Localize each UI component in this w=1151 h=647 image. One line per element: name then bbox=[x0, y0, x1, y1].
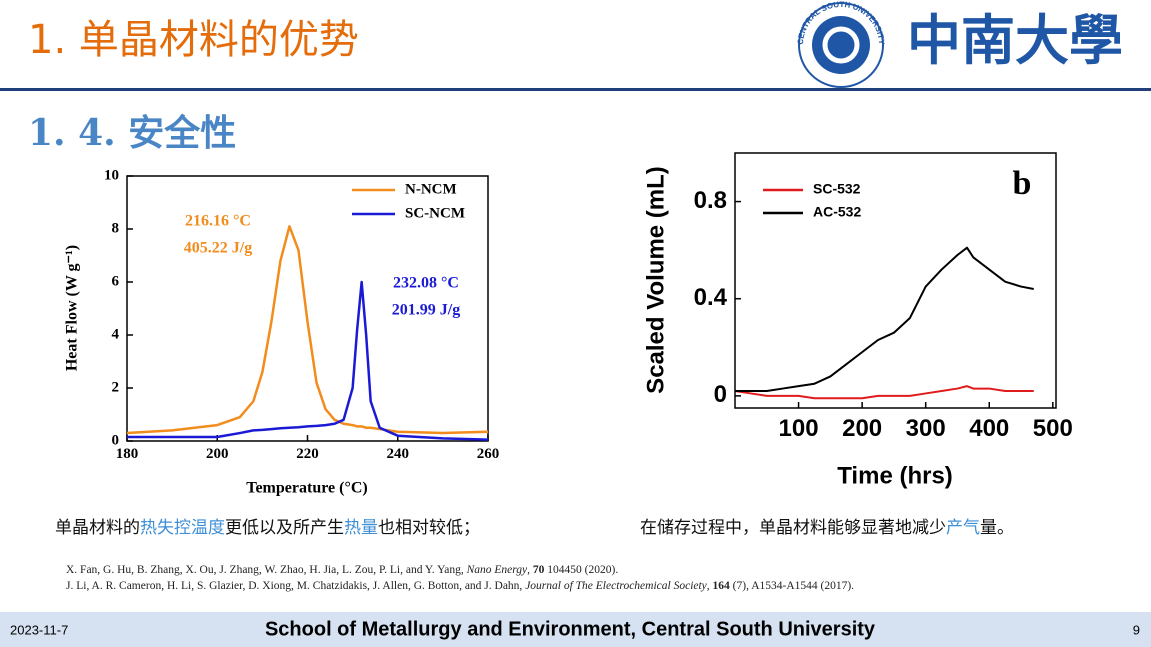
data-line bbox=[735, 246, 1034, 392]
ref-volume: 164 bbox=[712, 580, 730, 592]
x-tick-label: 220 bbox=[296, 446, 319, 462]
annotation: 216.16 °C bbox=[185, 213, 251, 230]
caption: 单晶材料的热失控温度更低以及所产生热量也相对较低； bbox=[55, 513, 480, 538]
x-tick-label: 260 bbox=[477, 446, 500, 462]
caption-text: 量。 bbox=[980, 518, 1014, 538]
y-tick-label: 0.8 bbox=[694, 187, 727, 214]
legend-label: N-NCM bbox=[405, 181, 457, 197]
ref-text: (7), A1534-A1544 (2017). bbox=[729, 580, 855, 592]
ref-text: X. Fan, G. Hu, B. Zhang, X. Ou, J. Zhang… bbox=[66, 564, 467, 576]
legend-label: SC-NCM bbox=[405, 205, 465, 221]
y-tick-label: 0 bbox=[112, 432, 120, 448]
data-line bbox=[127, 280, 489, 441]
x-tick-label: 300 bbox=[906, 415, 946, 442]
x-axis-label: Temperature (°C) bbox=[246, 480, 367, 497]
y-tick-label: 10 bbox=[104, 167, 119, 183]
annotation: b bbox=[1013, 165, 1032, 202]
logo: CENTRAL SOUTH UNIVERSITY bbox=[796, 0, 886, 88]
ref-text: 104450 (2020). bbox=[544, 564, 619, 576]
footer-org: School of Metallurgy and Environment, Ce… bbox=[265, 618, 876, 640]
ref-text: J. Li, A. R. Cameron, H. Li, S. Glazier,… bbox=[66, 580, 526, 592]
caption-text: 在储存过程中，单晶材料能够显著地减少 bbox=[640, 518, 946, 538]
annotation: 232.08 °C bbox=[393, 275, 459, 292]
data-line bbox=[126, 225, 489, 435]
ref-text: , bbox=[706, 580, 713, 592]
caption-highlight: 产气 bbox=[946, 518, 980, 538]
x-tick-label: 400 bbox=[969, 415, 1009, 442]
x-tick-label: 100 bbox=[779, 415, 819, 442]
footer-page: 9 bbox=[1133, 622, 1140, 637]
legend-label: SC-532 bbox=[813, 181, 861, 197]
x-tick-label: 200 bbox=[842, 415, 882, 442]
data-line bbox=[734, 385, 1034, 400]
y-axis-label: Heat Flow (W g⁻¹) bbox=[64, 245, 81, 371]
caption-text: 更低以及所产生 bbox=[225, 518, 344, 538]
footer-date: 2023-11-7 bbox=[10, 622, 68, 637]
caption-highlight: 热量 bbox=[344, 518, 378, 538]
y-tick-label: 2 bbox=[112, 379, 120, 395]
y-tick-label: 6 bbox=[112, 273, 120, 289]
section-title: 1. 4. 安全性 bbox=[28, 112, 236, 154]
ref-journal: Journal of The Electrochemical Society bbox=[525, 580, 707, 592]
slide-title: 1. 单晶材料的优势 bbox=[28, 17, 359, 63]
x-tick-label: 180 bbox=[116, 446, 139, 462]
annotation: 405.22 J/g bbox=[184, 240, 252, 257]
y-axis-label: Scaled Volume (mL) bbox=[642, 166, 669, 394]
caption-text: 单晶材料的 bbox=[55, 518, 140, 538]
ref-journal: Nano Energy bbox=[466, 564, 528, 576]
reference: X. Fan, G. Hu, B. Zhang, X. Ou, J. Zhang… bbox=[66, 564, 618, 576]
x-axis-label: Time (hrs) bbox=[837, 462, 953, 489]
y-tick-label: 8 bbox=[112, 220, 120, 236]
x-tick-label: 500 bbox=[1033, 415, 1073, 442]
reference: J. Li, A. R. Cameron, H. Li, S. Glazier,… bbox=[66, 580, 854, 592]
logo-text: 中南大學 bbox=[907, 8, 1123, 72]
x-tick-label: 200 bbox=[206, 446, 229, 462]
footer-bar bbox=[0, 612, 1151, 647]
header-rule bbox=[0, 88, 1151, 91]
annotation: 201.99 J/g bbox=[392, 302, 460, 319]
y-tick-label: 4 bbox=[112, 326, 120, 342]
x-tick-label: 240 bbox=[387, 446, 410, 462]
plot-frame bbox=[734, 152, 1057, 409]
caption-text: 也相对较低； bbox=[378, 518, 480, 538]
ref-volume: 70 bbox=[532, 564, 545, 576]
ref-text: , bbox=[527, 564, 533, 576]
caption-highlight: 热失控温度 bbox=[140, 518, 225, 538]
legend-label: AC-532 bbox=[813, 204, 861, 220]
y-tick-label: 0.4 bbox=[694, 284, 728, 311]
y-tick-label: 0 bbox=[714, 381, 727, 408]
caption: 在储存过程中，单晶材料能够显著地减少产气量。 bbox=[640, 513, 1014, 538]
